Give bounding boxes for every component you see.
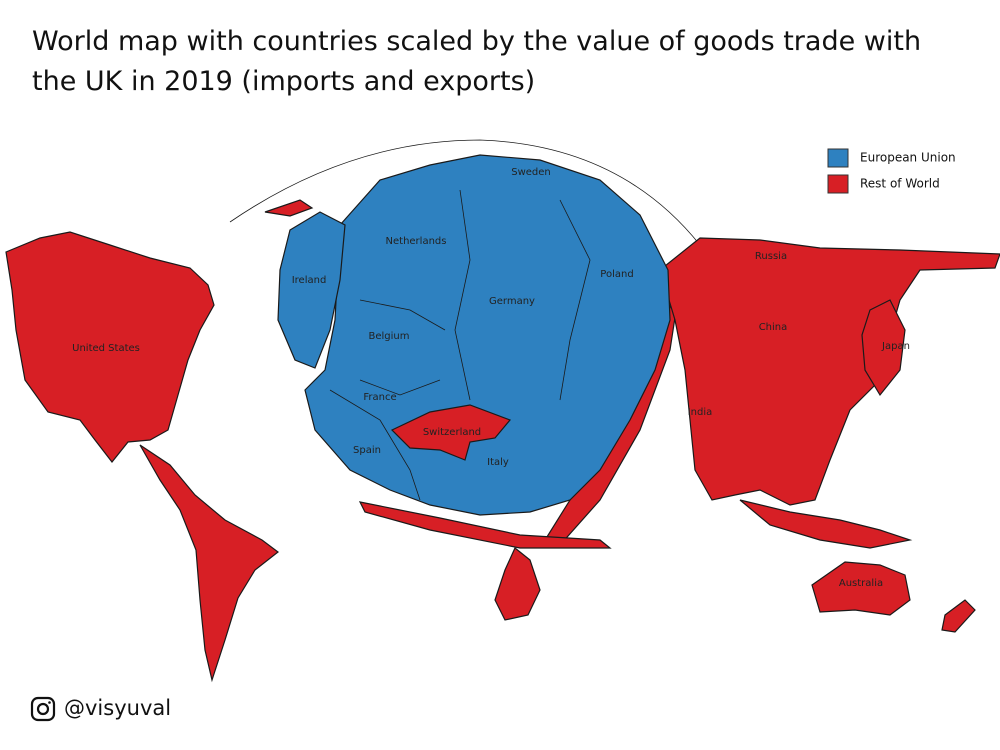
north-africa-strip: [358, 501, 612, 549]
country-borders: [329, 189, 591, 501]
australia-shape: [811, 561, 911, 616]
country-label: Japan: [881, 341, 910, 352]
country-label: Switzerland: [423, 427, 481, 438]
country-label: Russia: [755, 251, 787, 262]
asia-shape: [659, 237, 1000, 506]
map: [5, 139, 1000, 683]
credit: @visyuval: [30, 696, 171, 722]
southern-africa-shape: [494, 547, 541, 621]
country-label: Germany: [489, 296, 535, 307]
country-label: Australia: [839, 578, 883, 589]
legend-swatch: [827, 174, 849, 194]
title-line: World map with countries scaled by the v…: [32, 26, 921, 57]
credit-handle: @visyuval: [64, 696, 171, 720]
new-zealand-shape: [941, 599, 976, 633]
switzerland-shape: [390, 404, 512, 461]
country-label: India: [688, 407, 713, 418]
country-label: Spain: [353, 445, 381, 456]
country-label: Netherlands: [386, 236, 447, 247]
country-label: Italy: [487, 457, 509, 468]
japan-shape: [861, 299, 906, 397]
legend: European Union Rest of World: [827, 148, 956, 194]
southeast-asia-shape: [739, 499, 913, 549]
country-label: China: [759, 322, 788, 333]
country-label: Poland: [600, 269, 633, 280]
instagram-icon-dot: [48, 701, 51, 704]
ireland-shape: [277, 211, 346, 369]
country-labels: Sweden Netherlands Ireland Poland German…: [72, 167, 910, 589]
country-label: France: [363, 392, 396, 403]
instagram-icon: [30, 696, 56, 722]
country-label: United States: [72, 343, 140, 354]
legend-label: Rest of World: [860, 177, 940, 191]
country-label: Ireland: [292, 275, 327, 286]
latin-america-shape: [139, 444, 279, 683]
country-label: Belgium: [369, 331, 410, 342]
instagram-icon-lens: [36, 702, 50, 716]
arctic-line: [229, 139, 701, 246]
canada-fragment: [264, 199, 314, 217]
united-states-shape: [5, 231, 215, 463]
eu-shape: [304, 154, 671, 516]
legend-label: European Union: [860, 151, 956, 165]
country-label: Sweden: [511, 167, 551, 178]
legend-swatch: [827, 148, 849, 168]
title-line: the UK in 2019 (imports and exports): [32, 66, 535, 97]
